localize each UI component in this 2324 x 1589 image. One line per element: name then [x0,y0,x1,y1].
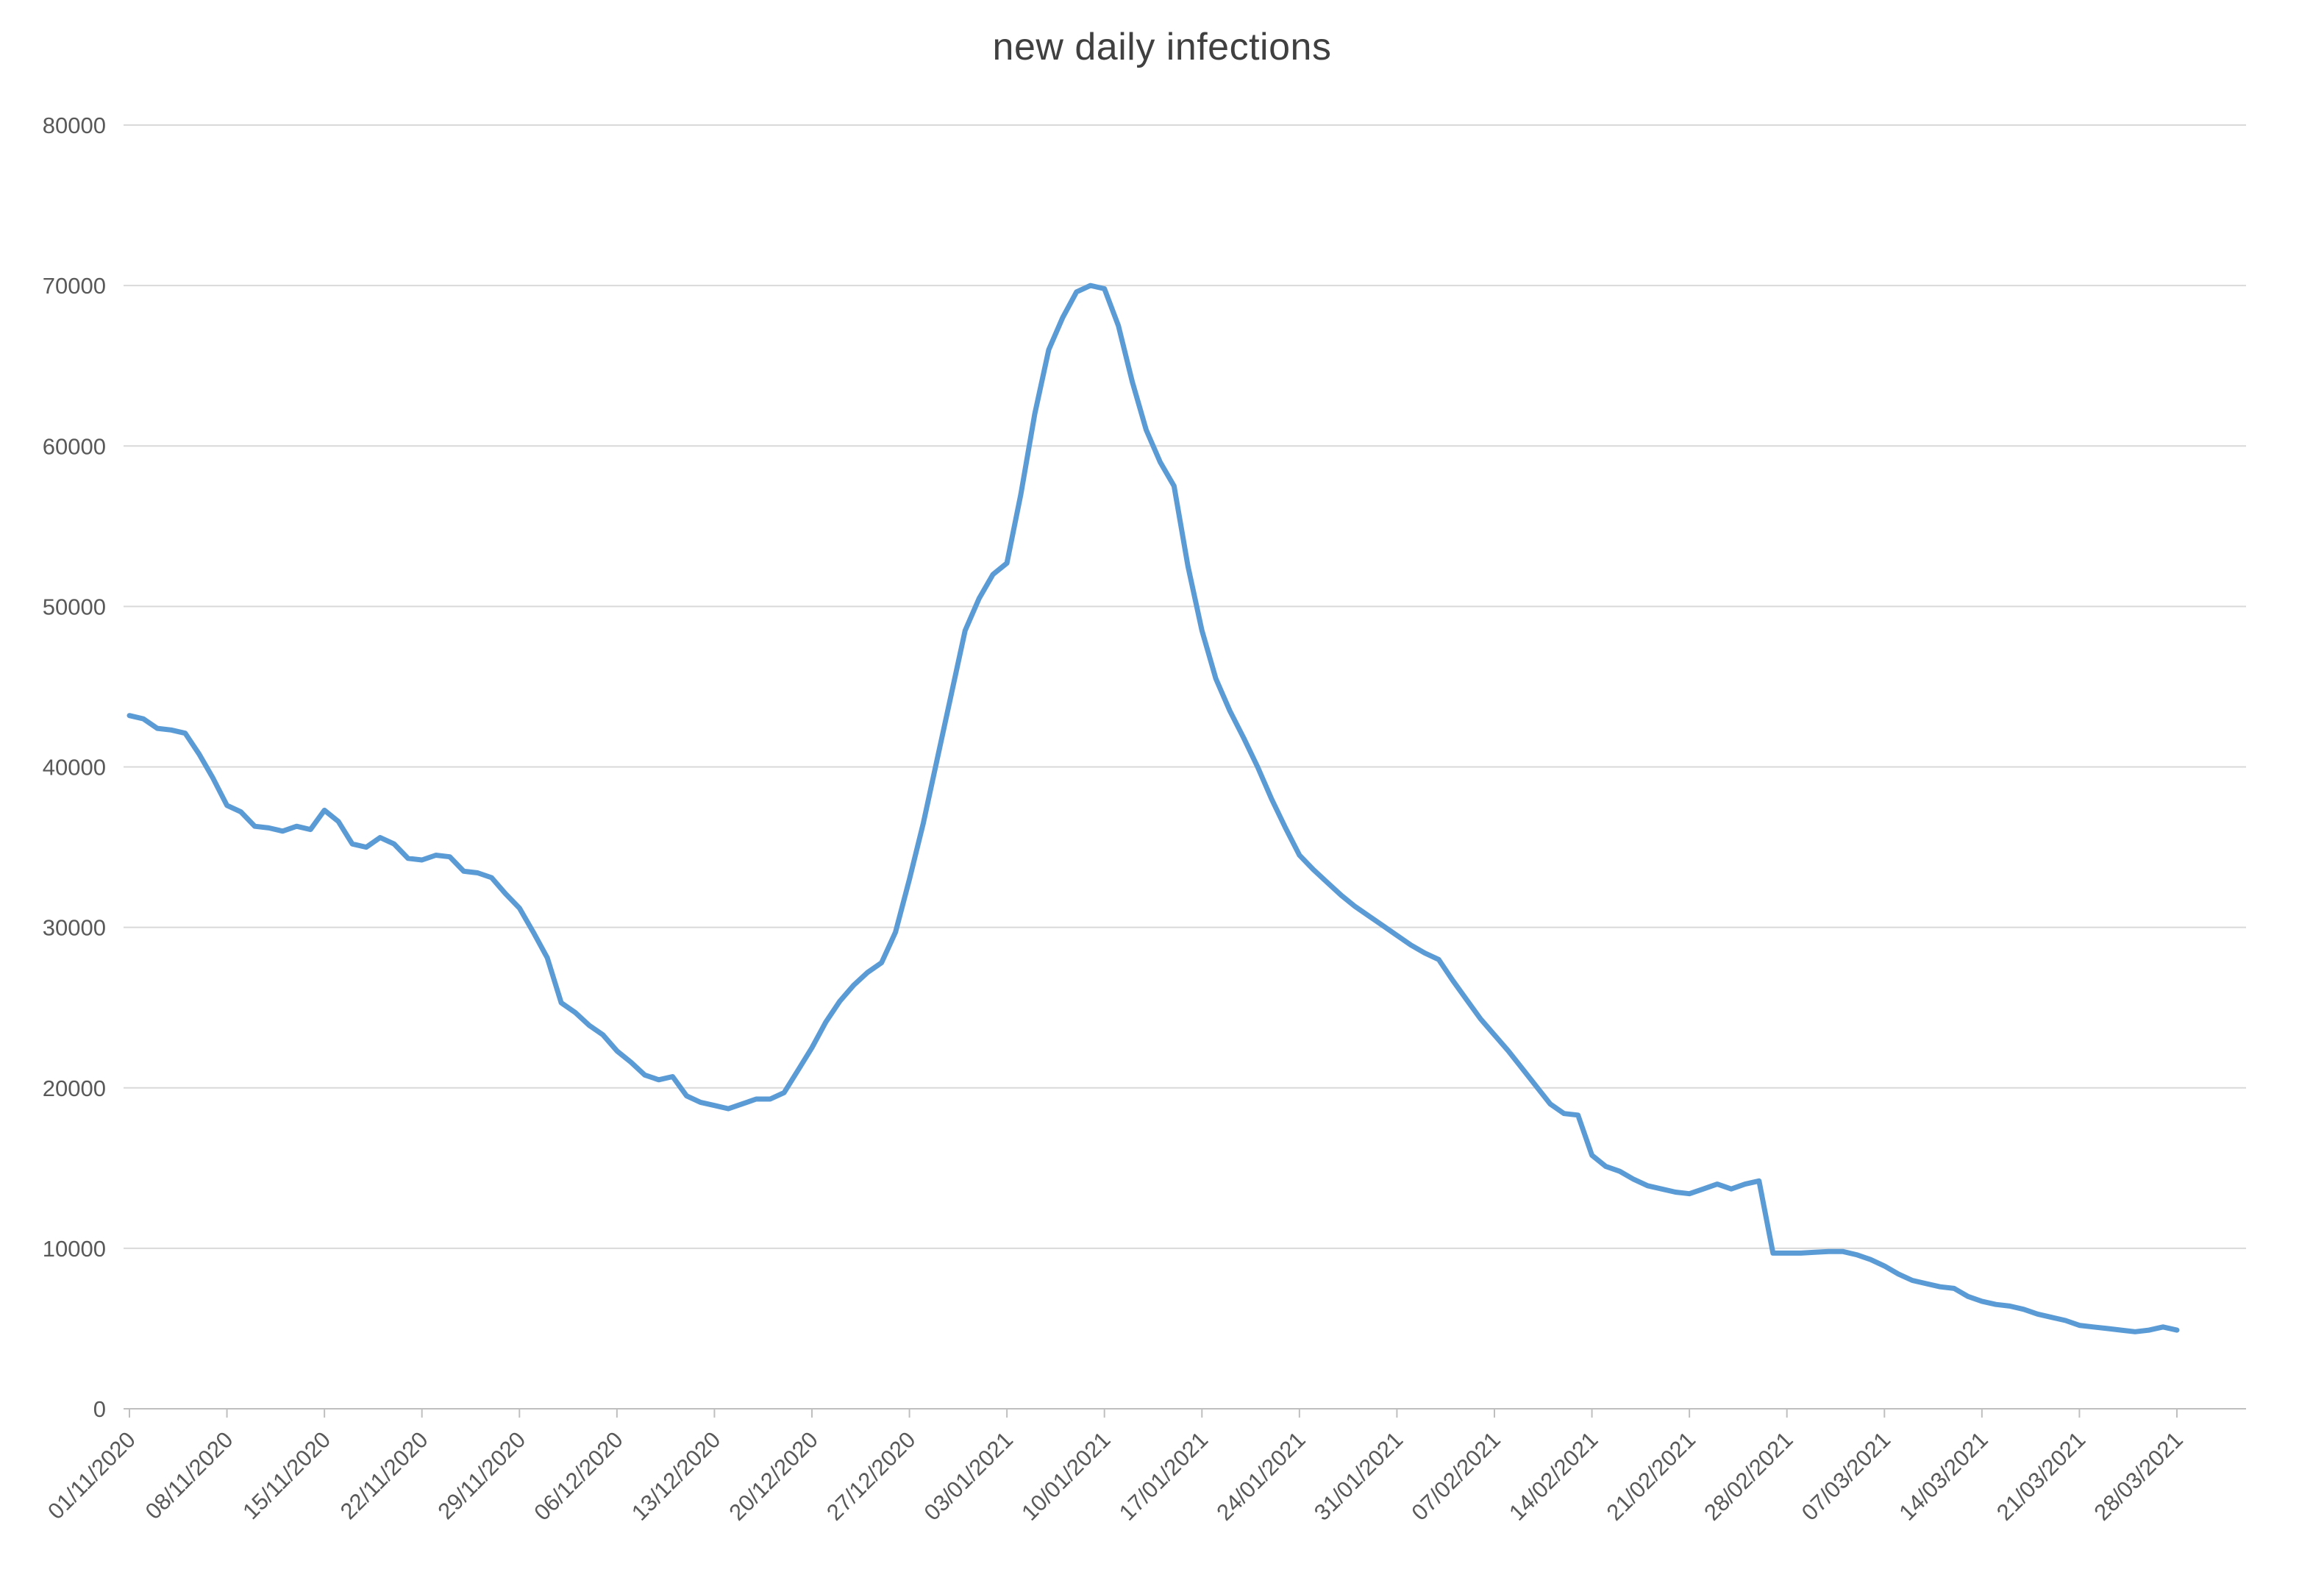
x-tick-label: 06/12/2020 [529,1426,627,1525]
x-tick-label: 03/01/2021 [919,1426,1018,1525]
x-tick-label: 31/01/2021 [1309,1426,1408,1525]
y-tick-label: 60000 [43,433,106,459]
y-tick-label: 0 [93,1396,106,1422]
x-tick-label: 13/12/2020 [627,1426,725,1525]
x-tick-label: 08/11/2020 [140,1426,238,1524]
x-tick-label: 28/02/2021 [1699,1426,1797,1525]
x-tick-label: 28/03/2021 [2089,1426,2187,1525]
x-tick-label: 27/12/2020 [821,1426,920,1525]
x-tick-label: 14/02/2021 [1504,1426,1603,1525]
x-tick-label: 01/11/2020 [43,1426,140,1524]
x-tick-label: 29/11/2020 [432,1426,530,1524]
y-tick-label: 80000 [43,113,106,138]
x-tick-label: 20/12/2020 [724,1426,822,1525]
y-tick-label: 50000 [43,594,106,619]
y-tick-label: 30000 [43,915,106,941]
x-tick-label: 07/02/2021 [1406,1426,1505,1525]
y-tick-label: 20000 [43,1076,106,1101]
series-line [126,282,2180,1334]
x-tick-label: 21/03/2021 [1992,1426,2090,1525]
y-tick-label: 10000 [43,1236,106,1262]
x-tick-label: 07/03/2021 [1797,1426,1895,1525]
chart-title: new daily infections [992,26,1332,68]
y-tick-label: 40000 [43,755,106,781]
x-tick-label: 24/01/2021 [1211,1426,1310,1525]
x-tick-label: 21/02/2021 [1602,1426,1700,1525]
x-tick-label: 14/03/2021 [1894,1426,1992,1525]
y-tick-label: 70000 [43,273,106,299]
x-tick-label: 10/01/2021 [1016,1426,1115,1525]
x-tick-label: 15/11/2020 [238,1426,335,1524]
x-tick-label: 22/11/2020 [335,1426,433,1524]
x-tick-label: 17/01/2021 [1114,1426,1213,1525]
